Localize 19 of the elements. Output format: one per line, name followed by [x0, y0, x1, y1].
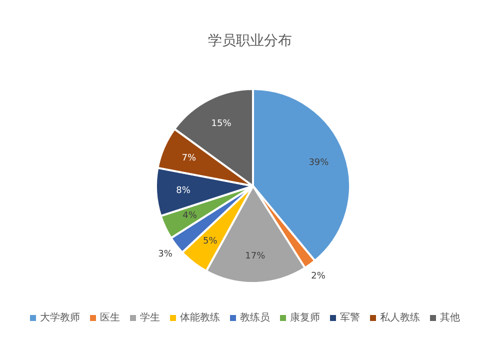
data-label: 17% [245, 251, 266, 262]
data-label: 39% [308, 158, 330, 168]
data-label: 8% [176, 186, 191, 196]
data-label: 3% [158, 249, 173, 260]
legend-label: 体能教练 [180, 312, 220, 324]
data-label: 4% [182, 211, 198, 222]
data-label: 5% [203, 236, 218, 247]
data-label: 2% [311, 271, 326, 282]
data-label: 7% [182, 154, 196, 164]
legend-label: 教练员 [240, 312, 270, 324]
legend-label: 军警 [340, 312, 360, 324]
data-label: 15% [211, 119, 232, 130]
chart-title: 学员职业分布 [208, 33, 292, 49]
legend-label: 学生 [140, 312, 160, 324]
legend-label: 大学教师 [40, 312, 80, 324]
legend-label: 私人教练 [380, 312, 420, 324]
legend-label: 康复师 [290, 312, 320, 324]
legend-label: 医生 [100, 312, 120, 324]
legend-label: 其他 [440, 312, 460, 324]
